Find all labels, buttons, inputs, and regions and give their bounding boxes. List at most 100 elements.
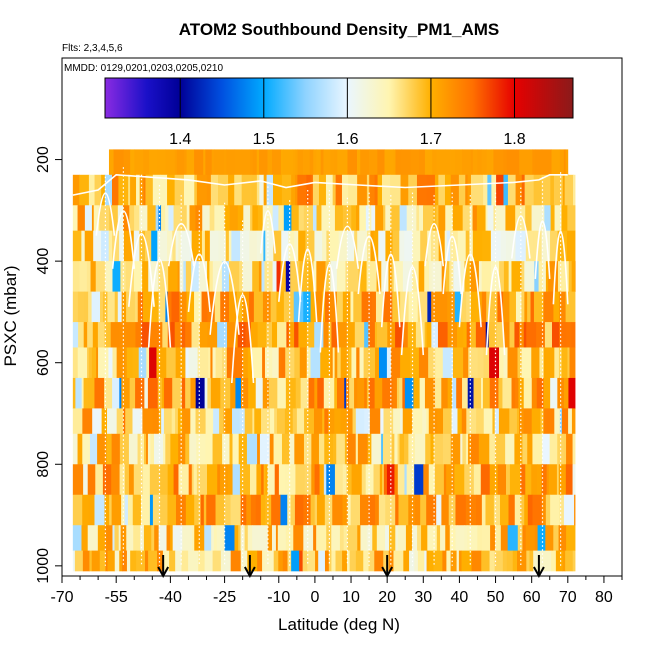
heatmap-cell	[374, 550, 384, 572]
heatmap-cell	[314, 494, 318, 526]
heatmap-cell	[402, 377, 406, 409]
heatmap-cell	[558, 347, 563, 379]
y-axis-label: PSXC (mbar)	[1, 265, 20, 366]
heatmap-cell	[257, 433, 261, 465]
heatmap-cell	[176, 149, 185, 176]
heatmap-cell	[559, 291, 566, 323]
heatmap-cell	[221, 261, 230, 293]
heatmap-cell	[521, 174, 526, 206]
heatmap-cell	[147, 433, 151, 465]
heatmap-cell	[563, 494, 575, 526]
heatmap-cell	[476, 205, 486, 232]
heatmap-cell	[164, 377, 173, 409]
heatmap-cell	[310, 347, 321, 379]
heatmap-cell	[524, 174, 535, 206]
heatmap-cell	[276, 261, 281, 293]
heatmap-cell	[280, 261, 287, 293]
heatmap-cell	[311, 464, 315, 496]
heatmap-cell	[531, 464, 538, 496]
heatmap-cell	[167, 174, 176, 206]
colorbar-tick-label: 1.6	[336, 131, 358, 148]
heatmap-cell	[423, 464, 430, 496]
heatmap-cell	[489, 377, 499, 409]
heatmap-cell	[197, 347, 209, 379]
heatmap-cell	[451, 408, 458, 435]
heatmap-cell	[383, 291, 393, 323]
heatmap-cell	[508, 494, 516, 526]
heatmap-cell	[344, 377, 347, 409]
heatmap-cell	[366, 377, 370, 409]
heatmap-cell	[261, 464, 265, 496]
heatmap-cell	[272, 347, 280, 379]
heatmap-cell	[410, 149, 420, 176]
heatmap-cell	[316, 494, 326, 526]
heatmap-cell	[185, 261, 192, 293]
heatmap-cell	[441, 494, 450, 526]
heatmap-cell	[207, 377, 212, 409]
heatmap-cell	[83, 377, 89, 409]
heatmap-cell	[348, 347, 352, 379]
heatmap-cell	[438, 230, 446, 262]
heatmap-cell	[196, 174, 208, 206]
heatmap-cell	[104, 377, 113, 409]
heatmap-cell	[553, 525, 559, 552]
x-tick-label: -40	[159, 589, 182, 606]
heatmap-cell	[480, 377, 484, 409]
heatmap-cell	[521, 261, 525, 293]
heatmap-cell	[191, 261, 200, 293]
heatmap-cell	[375, 347, 380, 379]
heatmap-cell	[380, 408, 384, 435]
heatmap-cell	[158, 261, 169, 293]
heatmap-cell	[377, 174, 383, 206]
heatmap-cell	[101, 230, 110, 262]
x-tick-label: 10	[342, 589, 360, 606]
heatmap-cell	[194, 174, 198, 206]
heatmap-cell	[178, 464, 190, 496]
heatmap-cell	[181, 377, 186, 409]
heatmap-cell	[241, 149, 251, 176]
heatmap-cell	[366, 261, 377, 293]
heatmap-cell	[363, 347, 369, 379]
heatmap-cell	[559, 322, 567, 348]
heatmap-cell	[494, 550, 504, 572]
heatmap-cell	[201, 230, 206, 262]
heatmap-cell	[378, 230, 386, 262]
heatmap-cell	[183, 174, 195, 206]
heatmap-cell	[433, 433, 444, 465]
heatmap-cell	[485, 494, 495, 526]
heatmap-cell	[454, 149, 463, 176]
heatmap-cell	[481, 261, 492, 293]
heatmap-cell	[121, 494, 125, 526]
heatmap-cell	[414, 433, 426, 465]
heatmap-cell	[143, 525, 152, 552]
heatmap-cell	[370, 230, 374, 262]
heatmap-cell	[544, 205, 552, 232]
heatmap-cell	[390, 347, 401, 379]
heatmap-cell	[477, 149, 483, 176]
heatmap-cell	[220, 377, 231, 409]
heatmap-cell	[316, 261, 326, 293]
heatmap-cell	[456, 322, 464, 348]
heatmap-cell	[146, 347, 150, 379]
heatmap-cell	[252, 205, 259, 232]
heatmap-cell	[198, 261, 208, 293]
heatmap-cell	[450, 550, 457, 572]
heatmap-cell	[450, 433, 461, 465]
heatmap-cell	[512, 550, 518, 572]
heatmap-cell	[209, 261, 214, 293]
heatmap-cell	[463, 347, 469, 379]
heatmap-cell	[84, 230, 94, 262]
heatmap-cell	[111, 174, 119, 206]
heatmap-cell	[539, 347, 545, 379]
heatmap-cell	[489, 347, 500, 379]
heatmap-cell	[430, 433, 435, 465]
heatmap-cell	[568, 261, 573, 293]
heatmap-cell	[481, 494, 486, 526]
heatmap-cell	[537, 464, 542, 496]
heatmap-cell	[432, 408, 438, 435]
heatmap-cell	[556, 464, 560, 496]
heatmap-cell	[536, 377, 544, 409]
heatmap-cell	[392, 230, 400, 262]
heatmap-cell	[313, 149, 317, 176]
heatmap-cell	[251, 174, 258, 206]
